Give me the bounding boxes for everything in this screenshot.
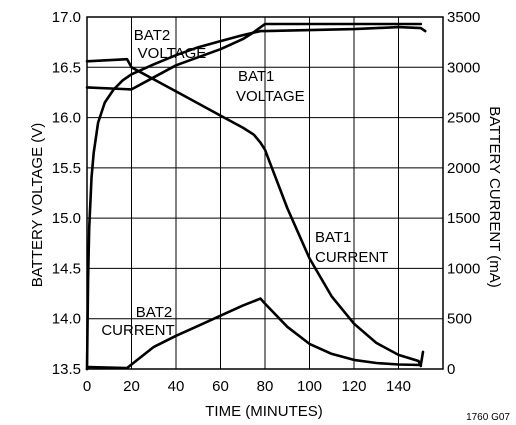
- annotation-bat1-current-line1: BAT1: [315, 229, 351, 246]
- series-layer: [85, 22, 427, 371]
- y-tick-label-1: 14.0: [52, 311, 81, 328]
- y2-tick-label-6: 3000: [447, 59, 480, 76]
- plot-frame: [86, 16, 444, 370]
- y-tick-labels: 13.5 14.0 14.5 15.0 15.5 16.0 16.5 17.0: [52, 9, 81, 378]
- figure-code-label: 1760 G07: [466, 412, 510, 423]
- annotation-bat1-voltage-line2: VOLTAGE: [236, 88, 305, 105]
- y2-tick-label-1: 500: [447, 311, 472, 328]
- x-tick-label-6: 120: [341, 378, 366, 395]
- x-tick-label-4: 80: [257, 378, 274, 395]
- annotation-bat2-voltage-line2: VOLTAGE: [138, 45, 207, 62]
- annotation-bat2-current-line1: BAT2: [136, 304, 172, 321]
- y-tick-label-2: 14.5: [52, 260, 81, 277]
- annotation-bat2-voltage-line1: BAT2: [134, 27, 170, 44]
- grid-lines: [87, 17, 443, 369]
- x-tick-label-5: 100: [297, 378, 322, 395]
- y2-tick-labels: 0 500 1000 1500 2000 2500 3000 3500: [447, 9, 480, 378]
- y-tick-label-0: 13.5: [52, 361, 81, 378]
- annotation-bat1-voltage: BAT1 VOLTAGE: [236, 68, 305, 105]
- series-line-bat1-voltage: [85, 25, 427, 371]
- y-tick-label-4: 15.5: [52, 160, 81, 177]
- annotation-bat2-voltage: BAT2 VOLTAGE: [134, 27, 207, 62]
- y2-tick-label-5: 2500: [447, 110, 480, 127]
- y-tick-label-3: 15.0: [52, 210, 81, 227]
- y-tick-label-7: 17.0: [52, 9, 81, 26]
- y-tick-label-6: 16.5: [52, 59, 81, 76]
- x-tick-label-1: 20: [123, 378, 140, 395]
- x-tick-label-2: 40: [168, 378, 185, 395]
- series-line-bat2-current: [85, 297, 425, 371]
- y2-axis-title: BATTERY CURRENT (mA): [486, 106, 503, 287]
- annotation-bat2-current-line2: CURRENT: [101, 322, 174, 339]
- x-tick-label-0: 0: [83, 378, 91, 395]
- y2-tick-label-2: 1000: [447, 260, 480, 277]
- y2-tick-label-3: 1500: [447, 210, 480, 227]
- y2-tick-label-0: 0: [447, 361, 455, 378]
- annotation-bat2-current: BAT2 CURRENT: [101, 304, 174, 339]
- annotation-bat1-current-line2: CURRENT: [315, 249, 388, 266]
- annotation-bat1-current: BAT1 CURRENT: [315, 229, 388, 266]
- series-line-bat1-current: [85, 57, 423, 368]
- series-line-bat2-voltage: [85, 22, 423, 91]
- x-tick-label-3: 60: [212, 378, 229, 395]
- y2-tick-label-7: 3500: [447, 9, 480, 26]
- y2-tick-label-4: 2000: [447, 160, 480, 177]
- annotation-bat1-voltage-line1: BAT1: [238, 68, 274, 85]
- x-axis-title: TIME (MINUTES): [205, 403, 323, 420]
- x-tick-labels: 0 20 40 60 80 100 120 140: [83, 378, 411, 395]
- y-axis-title: BATTERY VOLTAGE (V): [29, 123, 46, 287]
- y-tick-label-5: 16.0: [52, 110, 81, 127]
- x-tick-label-7: 140: [386, 378, 411, 395]
